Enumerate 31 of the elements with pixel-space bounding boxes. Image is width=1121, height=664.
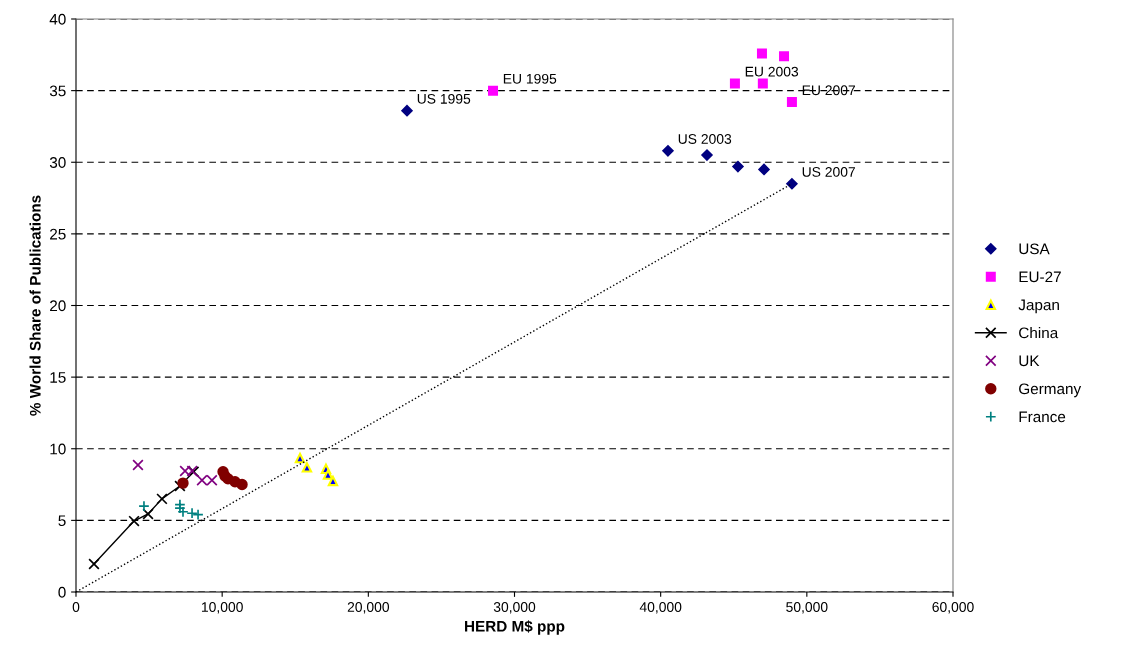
x-tick-label: 30,000 <box>493 602 536 614</box>
x-axis-title: HERD M$ ppp <box>465 620 565 635</box>
x-tick-label: 50,000 <box>786 602 828 614</box>
annotation: EU 2007 <box>802 85 855 96</box>
y-tick-label: 0 <box>58 586 66 598</box>
y-axis-title: % World Share of Publications <box>29 195 41 416</box>
y-tick-label: 20 <box>50 300 66 312</box>
y-tick-label: 30 <box>49 157 66 168</box>
legend-label: Germany <box>1019 383 1082 398</box>
y-tick-label: 40 <box>49 13 66 25</box>
x-tick-label: 40,000 <box>639 602 682 614</box>
legend-label: USA <box>1019 243 1050 255</box>
legend-label: EU-27 <box>1019 271 1061 283</box>
annotation: US 2003 <box>678 134 732 144</box>
y-tick-label: 25 <box>50 228 66 240</box>
legend-label: UK <box>1019 355 1040 367</box>
annotation: EU 2003 <box>745 66 799 77</box>
x-tick-label: 60,000 <box>932 602 974 614</box>
y-tick-label: 35 <box>49 85 66 97</box>
legend-label: France <box>1019 411 1066 423</box>
y-tick-label: 10 <box>50 443 66 455</box>
y-tick-label: 5 <box>58 515 66 527</box>
annotation: EU 1995 <box>503 73 557 84</box>
x-tick-label: 0 <box>72 602 80 612</box>
x-tick-label: 20,000 <box>347 602 390 614</box>
annotation: US 2007 <box>802 166 855 177</box>
legend-label: Japan <box>1018 299 1059 314</box>
annotation: US 1995 <box>417 93 471 104</box>
legend-label: China <box>1019 327 1059 339</box>
y-tick-label: 15 <box>50 372 66 383</box>
x-tick-label: 10,000 <box>201 602 243 614</box>
